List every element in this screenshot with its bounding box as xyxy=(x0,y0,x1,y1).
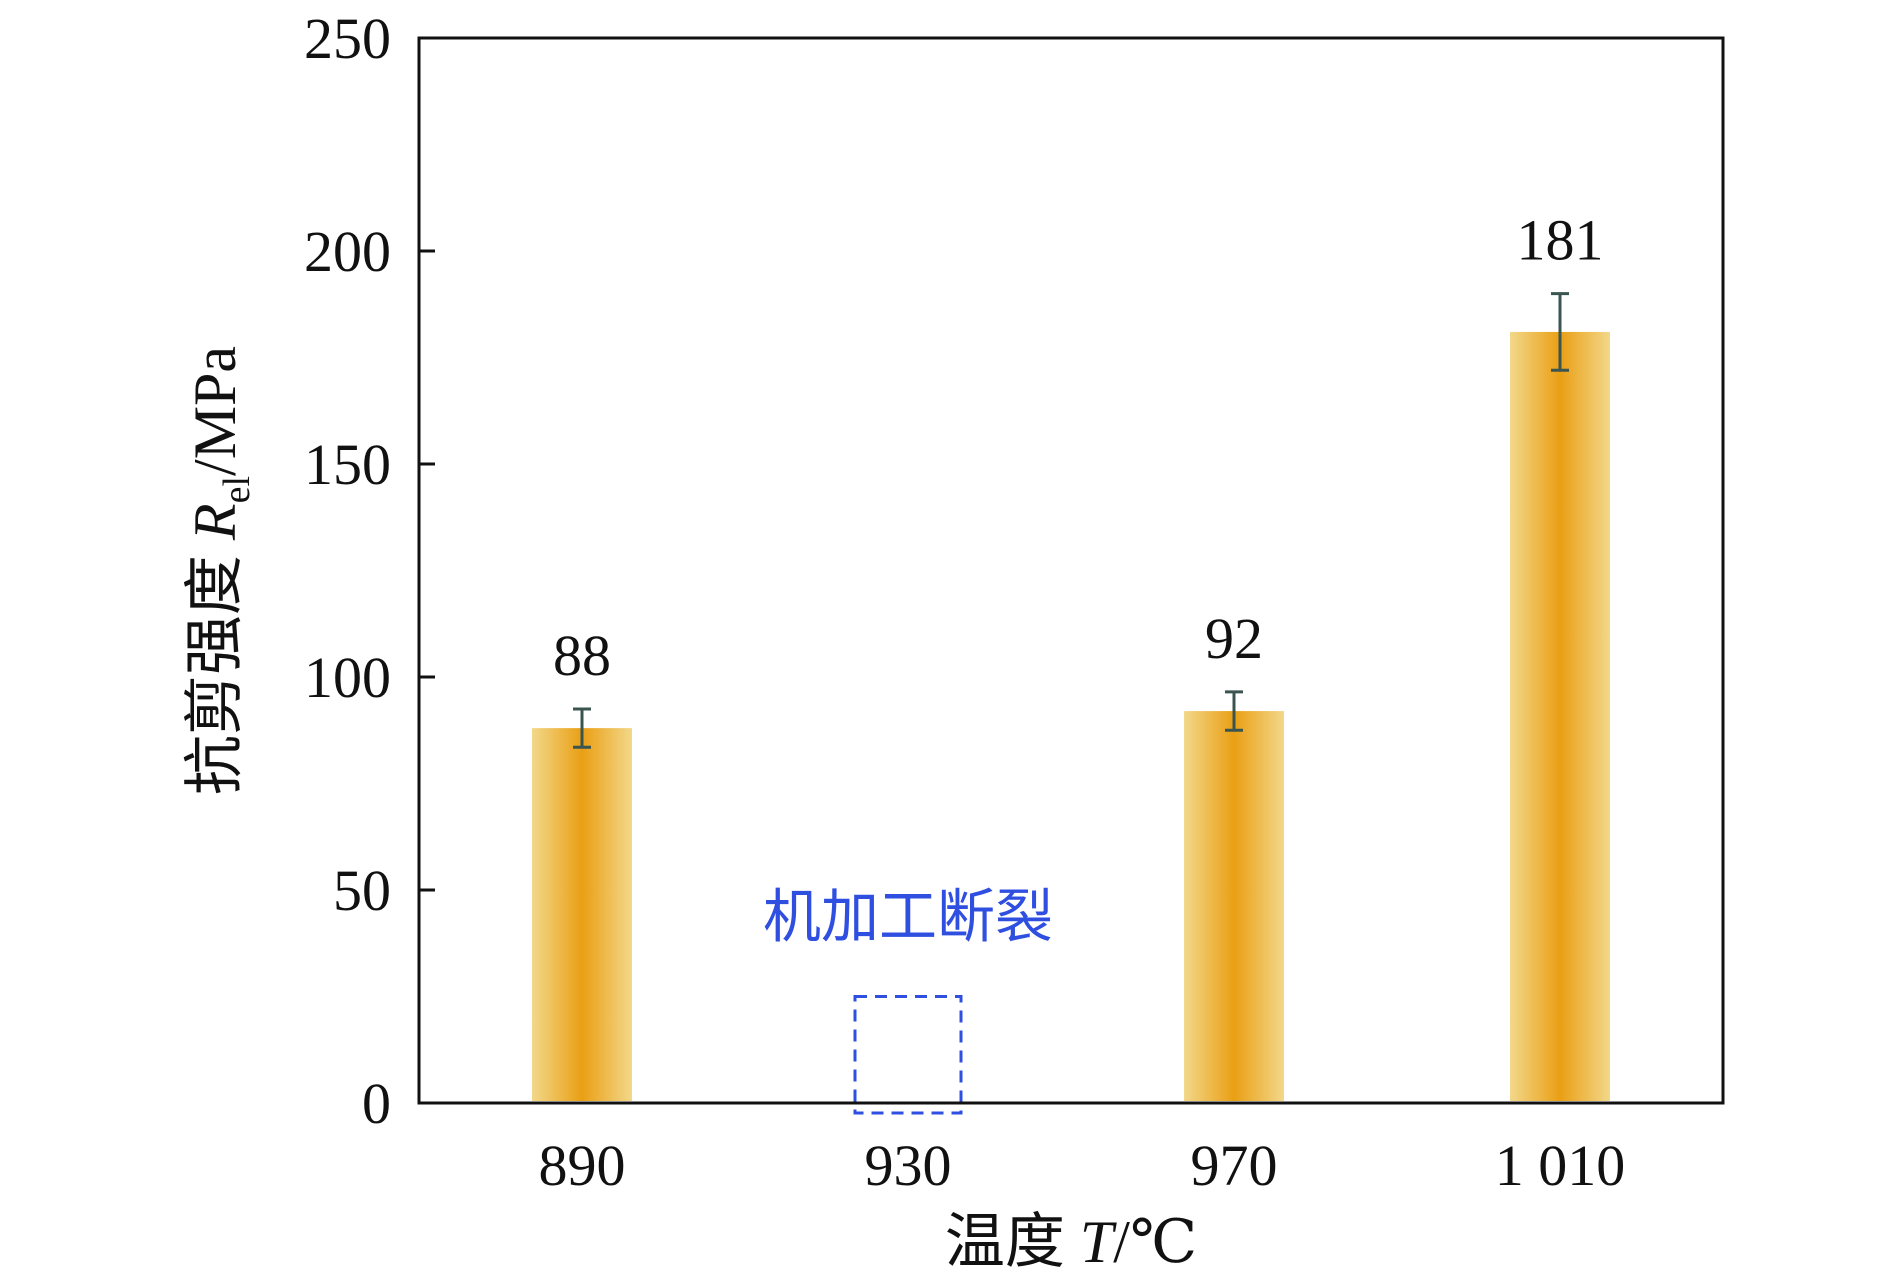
bar-data-label: 88 xyxy=(553,623,611,688)
plot-frame xyxy=(417,36,1725,1105)
y-tick-label: 50 xyxy=(333,858,391,923)
annotation-layer: 机加工断裂 xyxy=(763,885,1053,1115)
y-tick-label: 0 xyxy=(362,1071,391,1136)
x-axis: 890 930 970 1 010 xyxy=(539,1133,1626,1198)
y-tick-label: 150 xyxy=(304,432,391,497)
bar-data-label: 181 xyxy=(1517,208,1604,273)
y-tick-label: 200 xyxy=(304,219,391,284)
x-tick-label: 890 xyxy=(539,1133,626,1198)
x-tick-label: 970 xyxy=(1191,1133,1278,1198)
bar xyxy=(1184,711,1284,1101)
y-tick-label: 100 xyxy=(304,645,391,710)
bar xyxy=(532,728,632,1101)
x-tick-label: 930 xyxy=(865,1133,952,1198)
y-axis: 0 50 100 150 200 250 xyxy=(304,6,435,1136)
x-axis-title: 温度 T/℃ xyxy=(945,1209,1197,1275)
bars-layer xyxy=(532,331,1610,1101)
data-labels-layer: 88 92 181 xyxy=(553,208,1604,688)
error-bars-layer xyxy=(573,292,1569,749)
y-tick-label: 250 xyxy=(304,6,391,71)
bar xyxy=(1510,331,1610,1101)
fracture-annotation-text: 机加工断裂 xyxy=(763,885,1053,950)
y-axis-title: 抗剪强度 Rel/MPa xyxy=(182,346,258,795)
x-tick-label: 1 010 xyxy=(1495,1133,1626,1198)
fracture-annotation-box xyxy=(853,995,963,1115)
bar-data-label: 92 xyxy=(1205,606,1263,671)
